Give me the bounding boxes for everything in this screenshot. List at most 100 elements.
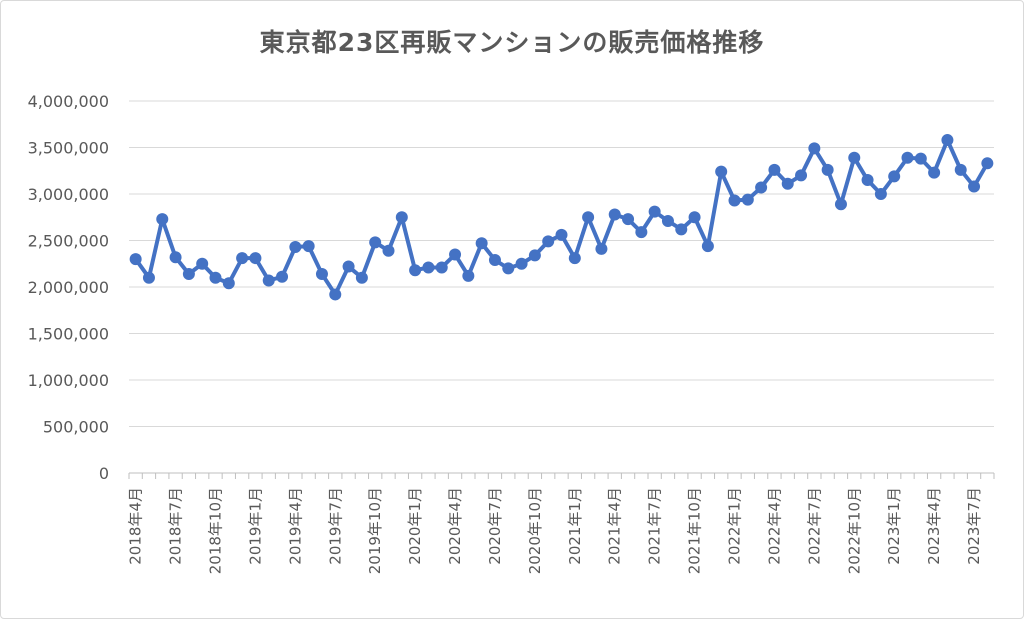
data-point [488, 254, 501, 267]
data-point [342, 260, 355, 273]
data-point [941, 134, 954, 147]
data-point [475, 237, 488, 250]
data-point [834, 198, 847, 211]
x-tick-label: 2018年4月 [127, 487, 145, 565]
x-tick-label: 2018年10月 [207, 487, 225, 574]
data-point [954, 163, 967, 176]
data-point [595, 242, 608, 255]
x-tick-label: 2022年10月 [845, 487, 863, 574]
data-point [808, 142, 821, 155]
x-tick-label: 2020年10月 [526, 487, 544, 574]
data-point [728, 194, 741, 207]
data-point [795, 169, 808, 182]
x-tick-label: 2020年7月 [486, 487, 504, 565]
data-point [928, 166, 941, 179]
y-tick-label: 0 [99, 464, 109, 483]
data-point [555, 228, 568, 241]
data-point [968, 180, 981, 193]
data-point [635, 226, 648, 239]
data-point [755, 181, 768, 194]
data-point [914, 152, 927, 165]
x-tick-label: 2023年4月 [925, 487, 943, 565]
data-point [289, 241, 302, 254]
data-point [329, 288, 342, 301]
data-point [648, 205, 661, 218]
data-point [622, 213, 635, 226]
x-tick-label: 2021年7月 [646, 487, 664, 565]
y-tick-label: 1,000,000 [28, 371, 109, 390]
data-point [981, 157, 994, 170]
x-tick-label: 2018年7月 [167, 487, 185, 565]
x-tick-label: 2019年4月 [286, 487, 304, 565]
data-point [196, 257, 209, 270]
data-point [568, 252, 581, 265]
data-point [661, 214, 674, 227]
data-point [355, 271, 368, 284]
data-point [129, 253, 142, 266]
data-point [435, 261, 448, 274]
x-tick-label: 2020年4月 [446, 487, 464, 565]
data-point [821, 163, 834, 176]
x-tick-label: 2021年4月 [606, 487, 624, 565]
data-point [395, 211, 408, 224]
data-point [169, 251, 182, 264]
data-point [422, 261, 435, 274]
x-tick-label: 2021年1月 [566, 487, 584, 565]
data-point [382, 244, 395, 257]
data-point [409, 264, 422, 277]
data-point [861, 174, 874, 187]
data-point [582, 211, 595, 224]
data-point [675, 223, 688, 236]
x-tick-label: 2022年1月 [726, 487, 744, 565]
data-point [901, 151, 914, 164]
y-tick-label: 2,500,000 [28, 232, 109, 251]
data-point [315, 267, 328, 280]
x-tick-label: 2019年7月 [326, 487, 344, 565]
data-point [236, 252, 249, 265]
y-tick-label: 3,500,000 [28, 139, 109, 158]
x-tick-label: 2023年1月 [885, 487, 903, 565]
data-point [182, 267, 195, 280]
data-point [502, 262, 515, 275]
data-point [262, 274, 275, 287]
y-tick-label: 500,000 [43, 418, 109, 437]
data-point [528, 249, 541, 262]
data-point [848, 151, 861, 164]
y-tick-label: 2,000,000 [28, 278, 109, 297]
data-point [369, 236, 382, 249]
data-point [515, 257, 528, 270]
data-point [302, 240, 315, 253]
data-point [222, 277, 235, 290]
y-tick-label: 1,500,000 [28, 325, 109, 344]
x-tick-label: 2023年7月 [965, 487, 983, 565]
data-point [688, 211, 701, 224]
data-point [874, 188, 887, 200]
data-point [781, 177, 794, 190]
data-point [142, 271, 155, 284]
data-point [542, 235, 555, 248]
data-point [276, 270, 289, 283]
x-tick-label: 2021年10月 [686, 487, 704, 574]
data-point [888, 170, 901, 183]
data-point [209, 271, 222, 284]
y-tick-label: 4,000,000 [28, 92, 109, 111]
x-tick-label: 2019年1月 [246, 487, 264, 565]
data-point [741, 193, 754, 206]
data-point [156, 213, 169, 226]
x-tick-label: 2020年1月 [406, 487, 424, 565]
x-tick-label: 2022年7月 [805, 487, 823, 565]
x-tick-label: 2022年4月 [765, 487, 783, 565]
chart-title: 東京都23区再販マンションの販売価格推移 [259, 28, 765, 57]
y-tick-label: 3,000,000 [28, 185, 109, 204]
data-point [249, 252, 262, 265]
data-point [701, 240, 714, 253]
data-point [768, 163, 781, 176]
data-point [608, 208, 621, 221]
data-point [449, 248, 462, 261]
series-line [133, 138, 990, 297]
data-point [462, 269, 475, 282]
x-tick-label: 2019年10月 [366, 487, 384, 574]
data-point [715, 165, 728, 178]
